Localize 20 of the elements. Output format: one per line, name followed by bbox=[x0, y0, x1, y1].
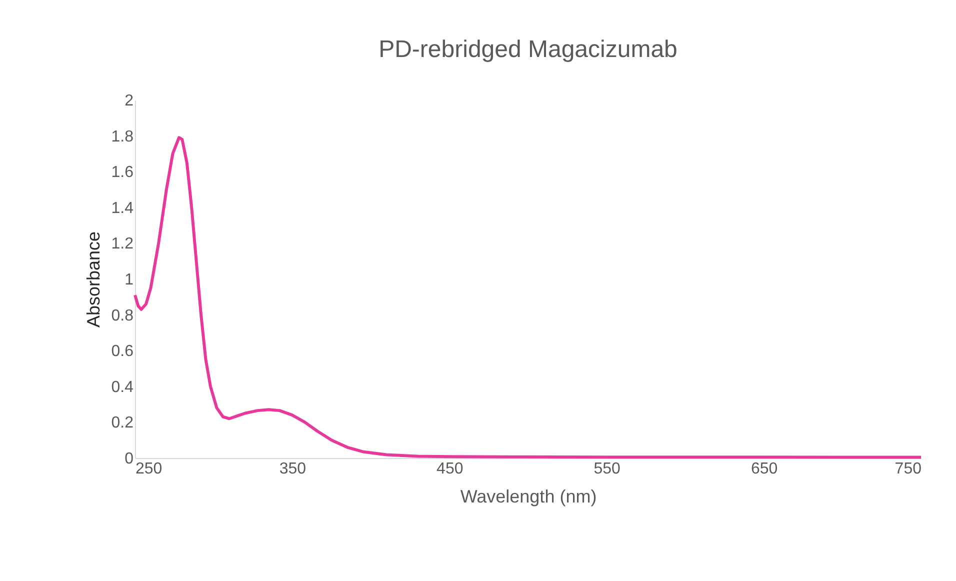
y-tick-label: 1.4 bbox=[111, 200, 134, 217]
y-tick-label: 0.8 bbox=[111, 307, 134, 324]
y-tick-label: 1.8 bbox=[111, 128, 134, 146]
chart-title: PD-rebridged Magacizumab bbox=[378, 36, 678, 63]
y-tick-label: 0.2 bbox=[111, 414, 134, 432]
y-tick-label: 1.2 bbox=[111, 236, 134, 253]
y-tick-label: 1 bbox=[124, 272, 134, 288]
y-tick-label: 1.6 bbox=[111, 164, 134, 182]
x-tick-label: 550 bbox=[594, 460, 621, 478]
x-tick-label: 350 bbox=[279, 460, 306, 478]
y-tick-label: 0.4 bbox=[111, 378, 134, 396]
y-axis-title: Absorbance bbox=[83, 231, 104, 328]
x-axis-title: Wavelength (nm) bbox=[460, 486, 597, 506]
x-tick-label: 750 bbox=[894, 460, 922, 478]
x-tick-label: 450 bbox=[436, 460, 464, 478]
x-tick-label: 250 bbox=[136, 460, 162, 478]
y-tick-label: 2 bbox=[124, 92, 134, 110]
y-tick-label: 0.6 bbox=[111, 343, 134, 360]
y-tick-label: 0 bbox=[124, 450, 134, 468]
x-tick-label: 650 bbox=[750, 460, 778, 478]
